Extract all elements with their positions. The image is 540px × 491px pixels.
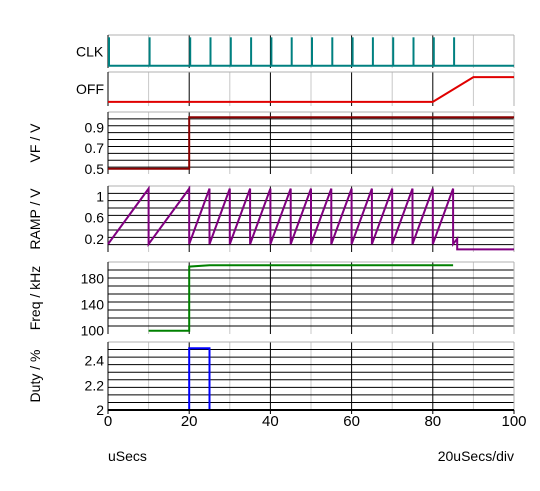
panel-freq: 100 140 180 Freq / kHz [27,261,515,339]
panel-off: OFF [76,71,515,106]
x-tick-label: 20 [181,413,198,430]
y-tick-label: 180 [81,270,105,286]
y-tick-label: 2.4 [85,353,105,369]
y-tick-label: 0.7 [85,140,105,156]
panel-vf: 0.5 0.7 0.9 VF / V [27,111,515,177]
panel-label: CLK [76,44,104,60]
panel-duty: 2 2.2 2.4 Duty / % [27,341,515,418]
panel-label: Duty / % [27,350,43,403]
y-tick-label: 100 [81,323,105,339]
series-line-off [108,76,514,103]
x-tick-label: 0 [104,413,112,430]
time-per-div-label: 20uSecs/div [438,448,514,464]
y-tick-label: 140 [81,297,105,313]
y-tick-label: 2 [96,402,104,418]
series-line-freq [148,264,454,332]
x-tick-label: 80 [424,413,441,430]
series-line-vf [108,116,514,170]
y-tick-label: 1 [96,189,104,205]
x-tick-label: 60 [343,413,360,430]
y-tick-label: 0.6 [85,210,105,226]
x-tick-label: 40 [262,413,279,430]
panel-label: Freq / kHz [27,266,43,331]
panel-clk: CLK [76,34,515,68]
x-tick-label: 100 [501,413,526,430]
y-tick-label: 2.2 [85,377,105,393]
y-tick-label: 0.2 [85,231,105,247]
y-tick-label: 0.5 [85,161,105,177]
panel-label: OFF [76,81,104,97]
panel-label: VF / V [27,123,43,163]
panel-label: RAMP / V [27,188,43,250]
y-tick-label: 0.9 [85,120,105,136]
panel-ramp: 0.2 0.6 1 RAMP / V [27,185,515,252]
x-unit-label: uSecs [108,448,147,464]
series-line-ramp [107,185,514,251]
